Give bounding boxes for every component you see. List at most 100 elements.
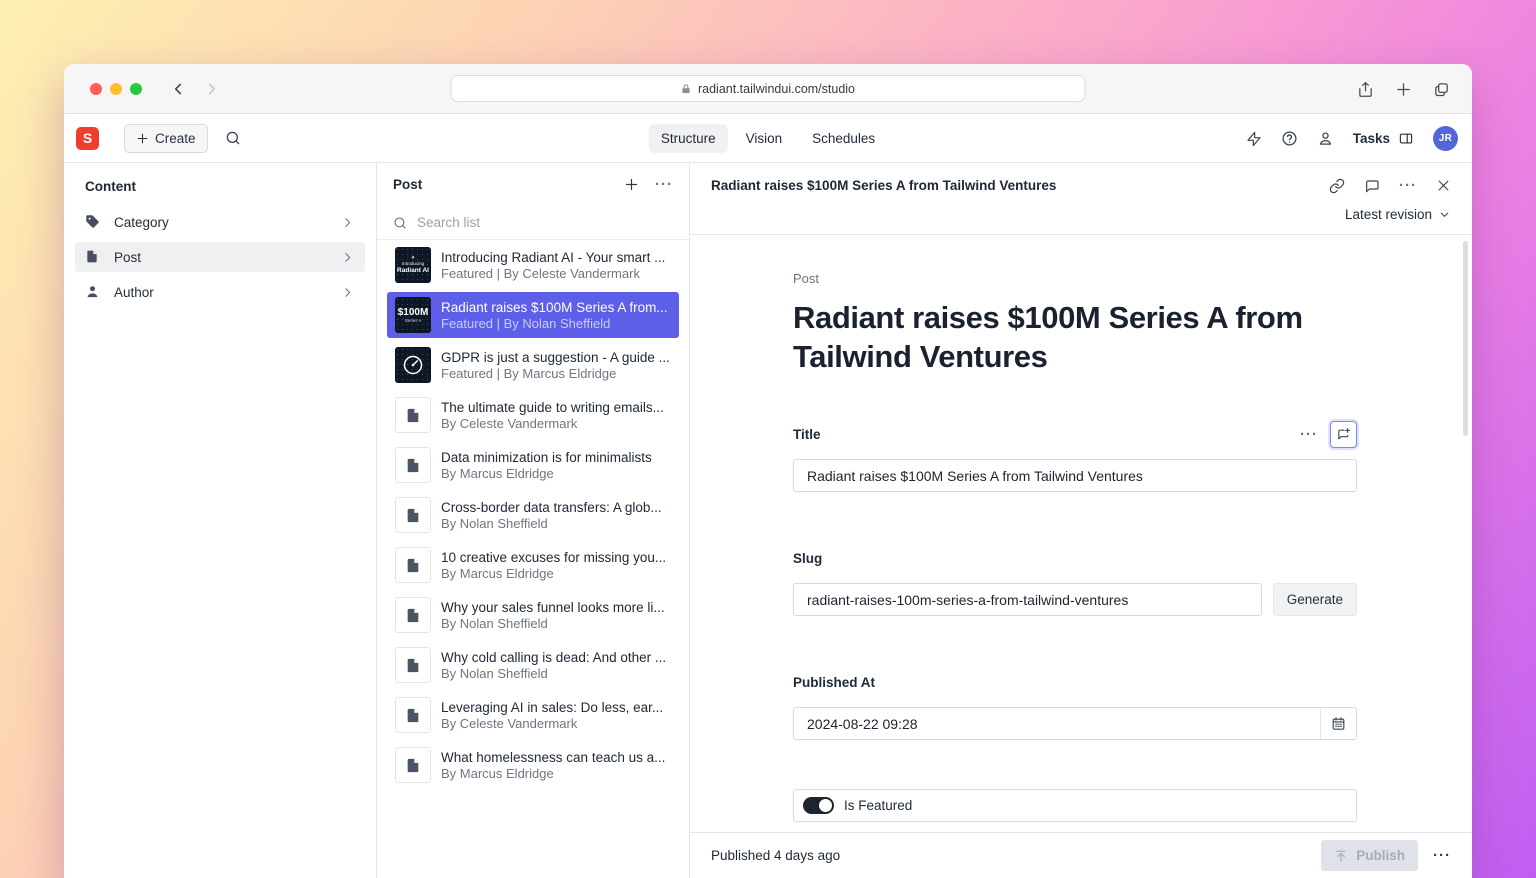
close-icon[interactable] <box>1436 178 1451 193</box>
list-item[interactable]: Why your sales funnel looks more li... B… <box>387 592 679 638</box>
list-item[interactable]: $100M Series A Radiant raises $100M Serie… <box>387 292 679 338</box>
comment-icon[interactable] <box>1364 178 1380 194</box>
workspace-tabs: Structure Vision Schedules <box>648 114 887 163</box>
doc-menu-icon[interactable]: ··· <box>1399 177 1417 194</box>
chevron-right-icon <box>340 250 355 265</box>
document-form: Post Radiant raises $100M Series A from … <box>690 235 1472 832</box>
is-featured-toggle[interactable] <box>803 797 834 814</box>
list-item[interactable]: 10 creative excuses for missing you... B… <box>387 542 679 588</box>
list-item[interactable]: What homelessness can teach us a... By M… <box>387 742 679 788</box>
sidebar-item-label: Post <box>114 249 142 265</box>
list-item-subtitle: By Nolan Sheffield <box>441 665 548 681</box>
file-icon <box>405 707 421 724</box>
add-document-icon[interactable] <box>624 177 639 192</box>
footer-menu-icon[interactable]: ··· <box>1433 847 1451 864</box>
sidebar-item-post[interactable]: Post <box>75 242 365 272</box>
share-icon[interactable] <box>1357 80 1374 99</box>
file-icon <box>405 607 421 624</box>
list-item[interactable]: Leveraging AI in sales: Do less, ear... … <box>387 692 679 738</box>
list-item[interactable]: Data minimization is for minimalists By … <box>387 442 679 488</box>
list-item-subtitle: Featured | By Celeste Vandermark <box>441 265 640 281</box>
published-at-input[interactable] <box>794 708 1320 739</box>
search-input[interactable] <box>417 215 673 230</box>
list-item[interactable]: Cross-border data transfers: A glob... B… <box>387 492 679 538</box>
post-thumbnail <box>395 347 431 383</box>
tasks-button[interactable]: Tasks <box>1353 131 1414 146</box>
generate-button[interactable]: Generate <box>1272 583 1357 616</box>
user-icon[interactable] <box>1317 130 1334 147</box>
title-field-label: Title <box>793 427 821 442</box>
zoom-window-button[interactable] <box>130 82 142 95</box>
post-thumbnail <box>395 447 431 483</box>
list-item-title: Why cold calling is dead: And other ... <box>441 649 667 665</box>
post-thumbnail: ✦ Introducing Radiant AI <box>395 247 431 283</box>
slug-field-label: Slug <box>793 551 823 566</box>
document-footer: Published 4 days ago Publish ··· <box>690 832 1472 878</box>
publish-icon <box>1336 850 1346 862</box>
file-icon <box>405 507 421 524</box>
create-button[interactable]: Create <box>124 123 208 153</box>
tab-schedules[interactable]: Schedules <box>812 131 876 146</box>
scrollbar-thumb[interactable] <box>1463 241 1468 436</box>
list-item-title: What homelessness can teach us a... <box>441 749 666 765</box>
close-window-button[interactable] <box>90 82 102 95</box>
field-menu-icon[interactable]: ··· <box>1300 426 1318 443</box>
list-item-subtitle: By Marcus Eldridge <box>441 765 554 781</box>
add-comment-icon[interactable] <box>1330 421 1357 448</box>
list-item[interactable]: ✦ Introducing Radiant AI Introducing Radia… <box>387 242 679 288</box>
address-bar[interactable]: radiant.tailwindui.com/studio <box>450 75 1086 102</box>
browser-chrome: radiant.tailwindui.com/studio <box>64 64 1472 114</box>
help-icon[interactable] <box>1281 130 1298 147</box>
avatar[interactable]: JR <box>1433 126 1458 151</box>
sidebar-item-author[interactable]: Author <box>75 277 365 307</box>
sanity-logo[interactable]: S <box>76 126 99 150</box>
post-thumbnail: $100M Series A <box>395 297 431 333</box>
list-item-title: Radiant raises $100M Series A from... <box>441 299 668 315</box>
title-input[interactable] <box>794 467 1356 484</box>
document-pane: Radiant raises $100M Series A from Tailw… <box>690 163 1472 878</box>
chevron-right-icon <box>340 285 355 300</box>
tabs-overview-icon[interactable] <box>1433 81 1450 98</box>
list-item-subtitle: By Nolan Sheffield <box>441 615 548 631</box>
content-sidebar: Content Category Post Author <box>64 163 377 878</box>
tab-vision[interactable]: Vision <box>745 131 783 146</box>
create-button-label: Create <box>155 130 196 146</box>
tab-structure[interactable]: Structure <box>648 124 728 153</box>
back-button[interactable] <box>169 80 187 98</box>
list-search <box>377 206 689 240</box>
link-icon[interactable] <box>1329 178 1345 194</box>
chevron-right-icon <box>340 215 355 230</box>
user-icon <box>85 284 101 300</box>
sidebar-item-label: Author <box>114 284 154 300</box>
list-item[interactable]: Why cold calling is dead: And other ... … <box>387 642 679 688</box>
revision-label: Latest revision <box>1344 207 1432 222</box>
list-menu-icon[interactable]: ··· <box>655 176 673 193</box>
studio-toolbar: S Create Structure Vision Schedules Tasks … <box>64 114 1472 163</box>
list-item[interactable]: GDPR is just a suggestion - A guide ... … <box>387 342 679 388</box>
minimize-window-button[interactable] <box>110 82 122 95</box>
list-item-title: 10 creative excuses for missing you... <box>441 549 667 565</box>
list-item-subtitle: By Celeste Vandermark <box>441 715 578 731</box>
new-tab-icon[interactable] <box>1395 81 1412 98</box>
slug-input[interactable] <box>794 591 1261 608</box>
search-icon[interactable] <box>225 130 241 146</box>
forward-button[interactable] <box>203 80 221 98</box>
is-featured-label: Is Featured <box>844 798 913 813</box>
lightning-icon[interactable] <box>1246 131 1262 147</box>
url-text: radiant.tailwindui.com/studio <box>697 81 856 96</box>
post-thumbnail <box>395 497 431 533</box>
list-item[interactable]: The ultimate guide to writing emails... … <box>387 392 679 438</box>
list-item-title: Why your sales funnel looks more li... <box>441 599 665 615</box>
list-item-subtitle: By Marcus Eldridge <box>441 465 554 481</box>
sparkle-icon: ✦ <box>410 255 416 261</box>
panel-icon <box>1399 133 1413 144</box>
calendar-icon[interactable] <box>1320 708 1356 739</box>
chevron-down-icon <box>1440 212 1449 217</box>
file-icon <box>405 657 421 674</box>
publish-button[interactable]: Publish <box>1321 840 1418 871</box>
list-item-subtitle: Featured | By Nolan Sheffield <box>441 315 611 331</box>
sidebar-item-category[interactable]: Category <box>75 207 365 237</box>
document-heading: Radiant raises $100M Series A from Tailw… <box>793 300 1303 374</box>
revision-selector[interactable]: Latest revision <box>1345 207 1451 222</box>
